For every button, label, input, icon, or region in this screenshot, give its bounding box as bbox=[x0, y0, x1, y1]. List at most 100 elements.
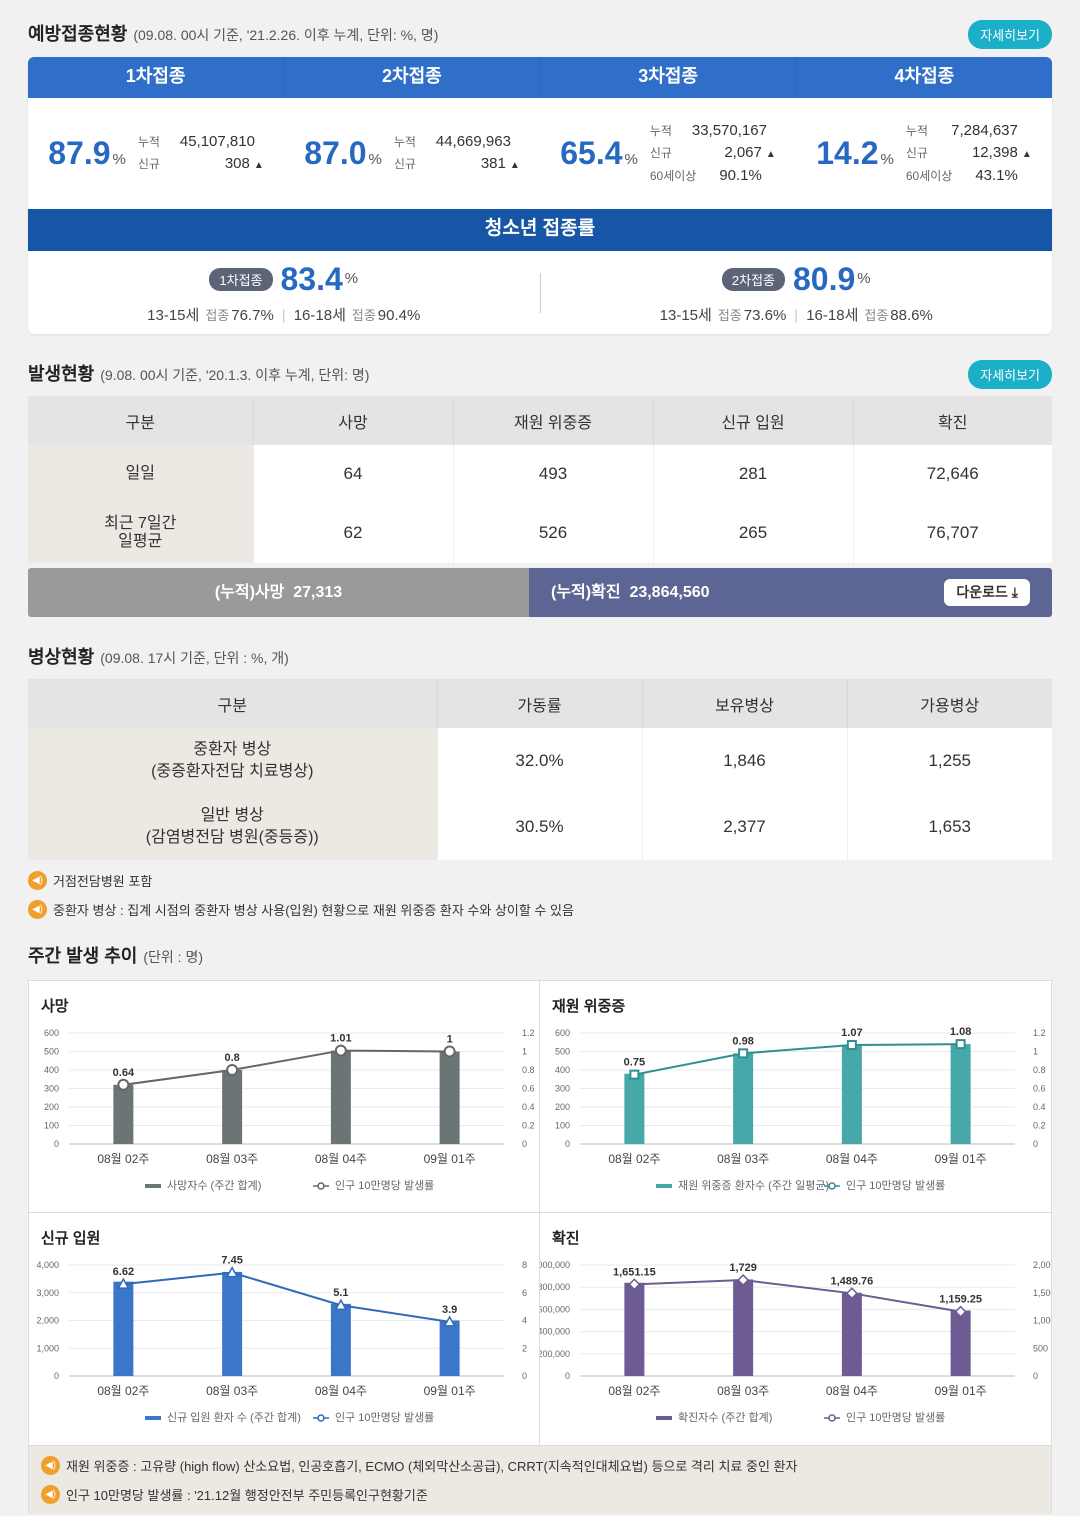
youth-dose-2-r1618: 88.6% bbox=[890, 306, 933, 324]
rate-point bbox=[737, 1273, 750, 1287]
new-label: 신규 bbox=[393, 157, 416, 171]
y-tick-label: 0 bbox=[54, 1139, 59, 1149]
x-tick-label: 08월 02주 bbox=[97, 1152, 149, 1166]
youth-dose-2-rate: 80.9 bbox=[793, 260, 856, 297]
cum-conf-value: 23,864,560 bbox=[629, 584, 710, 601]
rate-point bbox=[334, 1044, 347, 1057]
row-label-line1: 일반 병상 bbox=[200, 807, 264, 824]
y2-tick-label: 2 bbox=[522, 1343, 527, 1353]
cell: 72,646 bbox=[853, 445, 1052, 503]
cum-death-label: (누적)사망 bbox=[214, 584, 285, 601]
occurrence-more-button[interactable]: 자세히보기 bbox=[968, 360, 1052, 389]
rate-point bbox=[117, 1277, 130, 1289]
y2-tick-label: 0.6 bbox=[522, 1084, 535, 1094]
youth-dose-1-pill: 1차접종 bbox=[209, 267, 273, 291]
y2-tick-label: 4 bbox=[522, 1316, 527, 1326]
chart-confirmed: 확진 0 200,000 400,000 600,000 800,000 1,000,00… bbox=[540, 1213, 1051, 1445]
cum-label: 누적 bbox=[393, 135, 416, 149]
col-header: 사망 bbox=[253, 396, 454, 445]
youth-dose-2-pill: 2차접종 bbox=[721, 267, 785, 291]
rate-point bbox=[226, 1064, 239, 1076]
y-tick-label: 400 bbox=[44, 1065, 59, 1075]
beds-subtitle: (09.08. 17시 기준, 단위 : %, 개) bbox=[100, 650, 289, 666]
dose-3-over60: 90.1% bbox=[719, 167, 762, 184]
bar bbox=[113, 1281, 134, 1376]
y2-tick-label: 1 bbox=[1033, 1047, 1038, 1057]
table-header-row: 구분 가동률 보유병상 가용병상 bbox=[28, 679, 1052, 728]
row-label-line2: (감염병전담 병원(중등증)) bbox=[145, 829, 319, 846]
table-row: 일일 64 493 281 72,646 bbox=[28, 445, 1052, 503]
rate-label: 접종 bbox=[351, 307, 376, 323]
pct-unit: % bbox=[112, 151, 126, 168]
legend-label: 인구 10만명당 발생률 bbox=[335, 1179, 434, 1192]
weekly-header: 주간 발생 추이 (단위 : 명) bbox=[28, 942, 203, 968]
col-header: 가동률 bbox=[437, 679, 643, 728]
legend-label: 신규 입원 환자 수 (주간 합계) bbox=[167, 1411, 301, 1424]
weekly-footnotes: ◀) 재원 위중증 : 고유량 (high flow) 산소요법, 인공호흡기, … bbox=[29, 1445, 1051, 1514]
chart-death-svg: 0 100 200 300 400 500 600 0 0.2 0.4 0.6 0.8 1 1.2 08월 … bbox=[44, 1028, 535, 1192]
y-tick-label: 600 bbox=[555, 1028, 570, 1038]
y2-tick-label: 0.2 bbox=[522, 1121, 535, 1131]
up-arrow-icon: ▲ bbox=[1021, 149, 1032, 160]
chart-title: 재원 위중증 bbox=[552, 998, 626, 1015]
youth-dose-1-r1618: 90.4% bbox=[377, 306, 421, 324]
cell: 281 bbox=[653, 445, 854, 503]
col-header: 가용병상 bbox=[847, 679, 1052, 728]
y2-tick-label: 8 bbox=[522, 1260, 527, 1270]
new-label: 신규 bbox=[137, 157, 160, 171]
row-label-line1: 최근 7일간 bbox=[104, 515, 177, 532]
rate-label: 접종 bbox=[864, 307, 889, 323]
cum-label: 누적 bbox=[137, 135, 160, 149]
download-button[interactable]: 다운로드 ⤓ bbox=[944, 579, 1030, 606]
row-label: 최근 7일간 일평균 bbox=[28, 503, 254, 563]
x-tick-label: 08월 02주 bbox=[97, 1384, 149, 1398]
cell: 265 bbox=[653, 503, 854, 563]
footnote: ◀) 재원 위중증 : 고유량 (high flow) 산소요법, 인공호흡기, … bbox=[41, 1456, 797, 1475]
age-13-15-label: 13-15세 bbox=[147, 306, 200, 324]
tab-dose-1: 1차접종 bbox=[28, 57, 285, 98]
cum-label: 누적 bbox=[649, 124, 672, 138]
x-tick-label: 09월 01주 bbox=[424, 1152, 476, 1166]
y2-tick-label: 0.6 bbox=[1033, 1084, 1046, 1094]
table-row: 일반 병상 (감염병전담 병원(중등증)) 30.5% 2,377 1,653 bbox=[28, 794, 1052, 860]
y-tick-label: 600,000 bbox=[540, 1304, 570, 1314]
x-tick-label: 09월 01주 bbox=[424, 1384, 476, 1398]
speaker-icon: ◀) bbox=[28, 900, 47, 919]
col-header: 보유병상 bbox=[642, 679, 848, 728]
legend-label: 인구 10만명당 발생률 bbox=[846, 1179, 945, 1192]
x-tick-label: 08월 03주 bbox=[206, 1384, 258, 1398]
beds-note: ◀) 거점전담병원 포함 bbox=[28, 871, 152, 890]
up-arrow-icon: ▲ bbox=[765, 149, 776, 160]
pct-unit: % bbox=[344, 270, 359, 288]
data-label: 1.01 bbox=[330, 1033, 351, 1045]
y-tick-label: 400,000 bbox=[540, 1327, 570, 1337]
data-label: 1.08 bbox=[950, 1026, 971, 1038]
dose-3-new: 2,067 bbox=[724, 144, 762, 161]
legend-label: 재원 위중증 환자수 (주간 일평균) bbox=[678, 1178, 829, 1192]
pct-unit: % bbox=[857, 270, 871, 288]
bar bbox=[222, 1070, 243, 1144]
legend-bar-swatch bbox=[656, 1184, 672, 1188]
vaccination-title: 예방접종현황 bbox=[28, 24, 128, 44]
rate-point bbox=[846, 1040, 857, 1051]
dose-4-cumulative: 7,284,637 bbox=[951, 122, 1018, 139]
bar bbox=[841, 1292, 862, 1376]
rate-point bbox=[117, 1078, 130, 1091]
dose-2-new: 381 bbox=[480, 155, 506, 172]
data-label: 0.8 bbox=[224, 1052, 239, 1064]
data-label: 0.64 bbox=[113, 1067, 135, 1079]
data-label: 1,159.25 bbox=[939, 1294, 982, 1306]
rate-line bbox=[123, 1049, 450, 1086]
youth-dose-1: 1차접종 83.4% 13-15세 접종 76.7% | 16-18세 접종 90.4% bbox=[147, 260, 421, 324]
y-tick-label: 500 bbox=[555, 1047, 570, 1057]
up-arrow-icon: ▲ bbox=[509, 160, 520, 171]
bar bbox=[439, 1320, 460, 1376]
chart-severe: 재원 위중증 0 100 200 300 400 500 600 0 0.2 0.4 0.6 0.8 1… bbox=[540, 981, 1051, 1213]
x-tick-label: 08월 04주 bbox=[826, 1384, 878, 1398]
row-label: 일반 병상 (감염병전담 병원(중등증)) bbox=[28, 794, 438, 860]
table-header-row: 구분 사망 재원 위중증 신규 입원 확진 bbox=[28, 396, 1052, 445]
dose-3-rate: 65.4 bbox=[560, 135, 623, 171]
y-tick-label: 1,000 bbox=[36, 1343, 59, 1353]
vaccination-more-button[interactable]: 자세히보기 bbox=[968, 20, 1052, 49]
